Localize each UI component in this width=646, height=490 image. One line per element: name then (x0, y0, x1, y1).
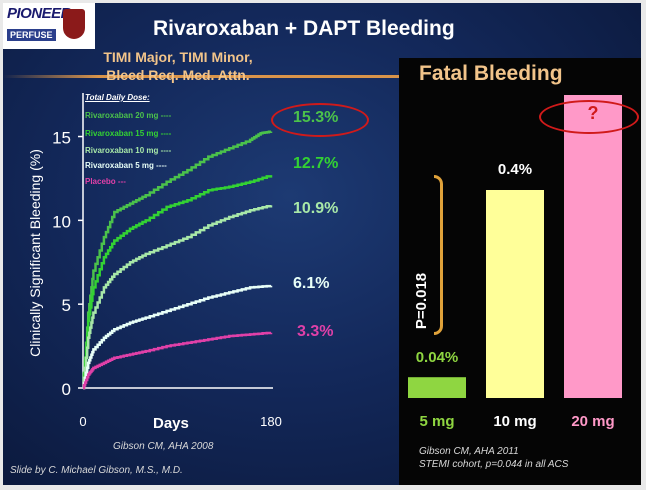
y-tick-label: 5 (62, 296, 71, 315)
crest-icon (63, 9, 85, 39)
x-tick-label: 180 (260, 414, 282, 429)
y-tick-label: 0 (62, 380, 71, 399)
legend-item-placebo: Placebo --- (85, 177, 126, 186)
bar-5mg (408, 377, 466, 398)
end-label-15mg: 12.7% (293, 155, 339, 172)
slide-credit: Slide by C. Michael Gibson, M.S., M.D. (10, 465, 183, 476)
p-value-annotation: P=0.018 (412, 272, 430, 330)
end-label-5mg: 6.1% (293, 275, 330, 292)
title-divider (3, 75, 641, 78)
legend-item-20mg: Rivaroxaban 20 mg ---- (85, 111, 172, 120)
legend-item-5mg: Rivaroxaban 5 mg ---- (85, 161, 167, 170)
perfuse-logo: PERFUSE (7, 29, 56, 41)
bar-value-10mg: 0.4% (497, 161, 533, 178)
end-label-10mg: 10.9% (293, 200, 339, 217)
slide: PIONEER PERFUSE Rivaroxaban + DAPT Bleed… (3, 3, 641, 485)
series-line-1 (82, 175, 273, 390)
y-tick-label: 10 (52, 212, 71, 231)
series-line-3 (82, 284, 273, 390)
highlight-ring-20mg (271, 103, 369, 137)
bar-chart-title: Fatal Bleeding (419, 62, 563, 85)
bar-value-5mg: 0.04% (415, 349, 459, 366)
slide-title: Rivaroxaban + DAPT Bleeding (153, 17, 455, 40)
series-line-2 (82, 205, 273, 390)
p-value-bracket (434, 175, 443, 335)
series-line-0 (82, 130, 273, 390)
logo-box: PIONEER PERFUSE (3, 3, 95, 49)
bar-10mg (486, 190, 544, 398)
bar-citation-line-2: STEMI cohort, p=0.044 in all ACS (419, 459, 569, 470)
legend-item-10mg: Rivaroxaban 10 mg ---- (85, 146, 172, 155)
bar-category-10mg: 10 mg (493, 413, 537, 430)
pioneer-logo: PIONEER (7, 5, 72, 22)
legend-item-15mg: Rivaroxaban 15 mg ---- (85, 129, 172, 138)
bar-category-5mg: 5 mg (419, 413, 455, 430)
bar-category-20mg: 20 mg (571, 413, 615, 430)
line-chart-citation: Gibson CM, AHA 2008 (113, 441, 214, 452)
legend-title: Total Daily Dose: (85, 93, 150, 102)
x-axis-label: Days (153, 415, 189, 432)
highlight-ring-20mg-bar (539, 100, 639, 134)
line-chart-title: TIMI Major, TIMI Minor, Bleed Req. Med. … (103, 49, 253, 83)
end-label-placebo: 3.3% (297, 323, 334, 340)
x-tick-label: 0 (79, 414, 86, 429)
bar-citation-line-1: Gibson CM, AHA 2011 (419, 446, 519, 457)
y-tick-label: 15 (52, 129, 71, 148)
bar-20mg (564, 95, 622, 398)
bar-chart (408, 95, 622, 398)
series-line-4 (82, 331, 273, 390)
line-chart: 0 5 10 15 0 180 (52, 93, 282, 429)
